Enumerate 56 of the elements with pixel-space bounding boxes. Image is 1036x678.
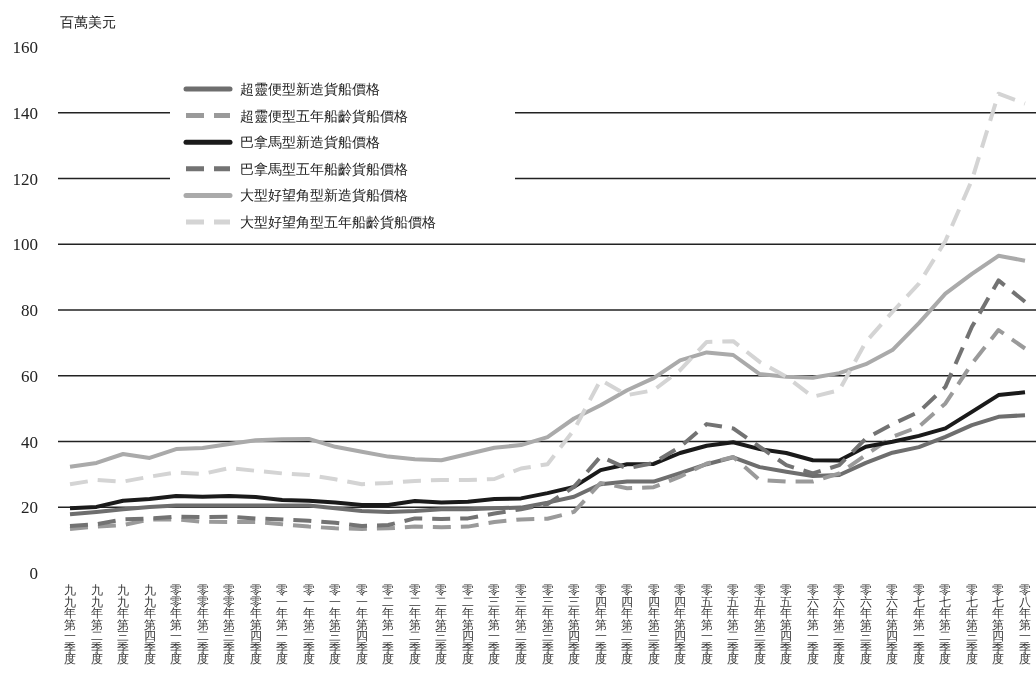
x-tick-label: 零四年第三季度 bbox=[647, 584, 660, 665]
x-tick-label: 零七年第一季度 bbox=[912, 584, 925, 665]
y-tick-label: 20 bbox=[21, 498, 38, 518]
legend-label: 大型好望角型新造貨船價格 bbox=[240, 188, 408, 204]
y-tick-label: 100 bbox=[12, 235, 38, 255]
x-tick-label: 零三年第四季度 bbox=[568, 584, 581, 665]
y-tick-label: 140 bbox=[12, 103, 38, 123]
x-tick-label: 零二年第一季度 bbox=[382, 584, 395, 665]
x-tick-label: 零七年第三季度 bbox=[965, 584, 978, 665]
y-tick-label: 0 bbox=[29, 564, 38, 583]
x-tick-label: 零一年第二季度 bbox=[302, 584, 315, 665]
x-tick-label: 零七年第二季度 bbox=[939, 584, 952, 665]
legend-label: 超靈便型新造貨船價格 bbox=[240, 82, 380, 97]
x-tick-label: 零零年第四季度 bbox=[249, 584, 262, 665]
x-tick-label: 九九年第三季度 bbox=[117, 584, 130, 665]
x-tick-label: 零三年第二季度 bbox=[514, 584, 527, 665]
x-tick-label: 零七年第四季度 bbox=[992, 584, 1005, 665]
y-tick-label: 80 bbox=[21, 301, 38, 320]
x-tick-label: 零五年第四季度 bbox=[780, 584, 793, 665]
legend-label: 巴拿馬型五年船齡貨船價格 bbox=[240, 161, 408, 177]
x-tick-label: 零五年第一季度 bbox=[700, 584, 713, 665]
x-tick-label: 零二年第四季度 bbox=[461, 584, 474, 665]
x-tick-label: 零五年第二季度 bbox=[727, 584, 740, 665]
x-tick-label: 九九年第四季度 bbox=[143, 584, 156, 665]
x-tick-label: 零四年第一季度 bbox=[594, 584, 607, 665]
y-tick-label: 160 bbox=[12, 38, 38, 57]
x-tick-label: 零一年第一季度 bbox=[276, 584, 289, 665]
line-series bbox=[68, 253, 1027, 469]
x-tick-label: 零零年第三季度 bbox=[223, 584, 236, 665]
legend-label: 巴拿馬型新造貨船價格 bbox=[240, 135, 380, 151]
x-tick-label: 九九年第二季度 bbox=[90, 584, 103, 665]
y-tick-label: 120 bbox=[12, 169, 38, 189]
legend-label: 大型好望角型五年船齡貨船價格 bbox=[240, 215, 436, 230]
x-tick-label: 零六年第三季度 bbox=[859, 584, 872, 665]
x-tick-label: 零一年第三季度 bbox=[329, 584, 342, 665]
x-tick-label: 零三年第一季度 bbox=[488, 584, 501, 665]
x-tick-label: 零零年第二季度 bbox=[196, 584, 209, 665]
x-tick-label: 九九年第一季度 bbox=[64, 584, 76, 665]
y-tick-label: 60 bbox=[21, 366, 38, 386]
x-tick-label: 零四年第四季度 bbox=[674, 584, 687, 665]
x-tick-label: 零六年第一季度 bbox=[806, 584, 819, 665]
y-tick-label: 40 bbox=[21, 432, 38, 452]
x-tick-label: 零二年第三季度 bbox=[435, 584, 448, 665]
x-tick-label: 零二年第二季度 bbox=[408, 584, 421, 665]
x-tick-label: 零五年第三季度 bbox=[753, 584, 766, 665]
x-tick-label: 零四年第二季度 bbox=[621, 584, 634, 665]
x-tick-label: 零三年第三季度 bbox=[541, 584, 554, 665]
x-tick-label: 零六年第四季度 bbox=[886, 584, 899, 665]
y-axis-title: 百萬美元 bbox=[60, 15, 116, 30]
legend-label: 超靈便型五年船齡貨船價格 bbox=[240, 108, 408, 124]
x-tick-label: 零六年第二季度 bbox=[833, 584, 846, 665]
x-tick-label: 零八年第一季度 bbox=[1019, 584, 1031, 665]
line-series bbox=[68, 278, 1027, 528]
x-tick-label: 零零年第一季度 bbox=[170, 584, 183, 665]
line-series bbox=[68, 328, 1027, 531]
x-tick-label: 零一年第四季度 bbox=[355, 584, 368, 665]
